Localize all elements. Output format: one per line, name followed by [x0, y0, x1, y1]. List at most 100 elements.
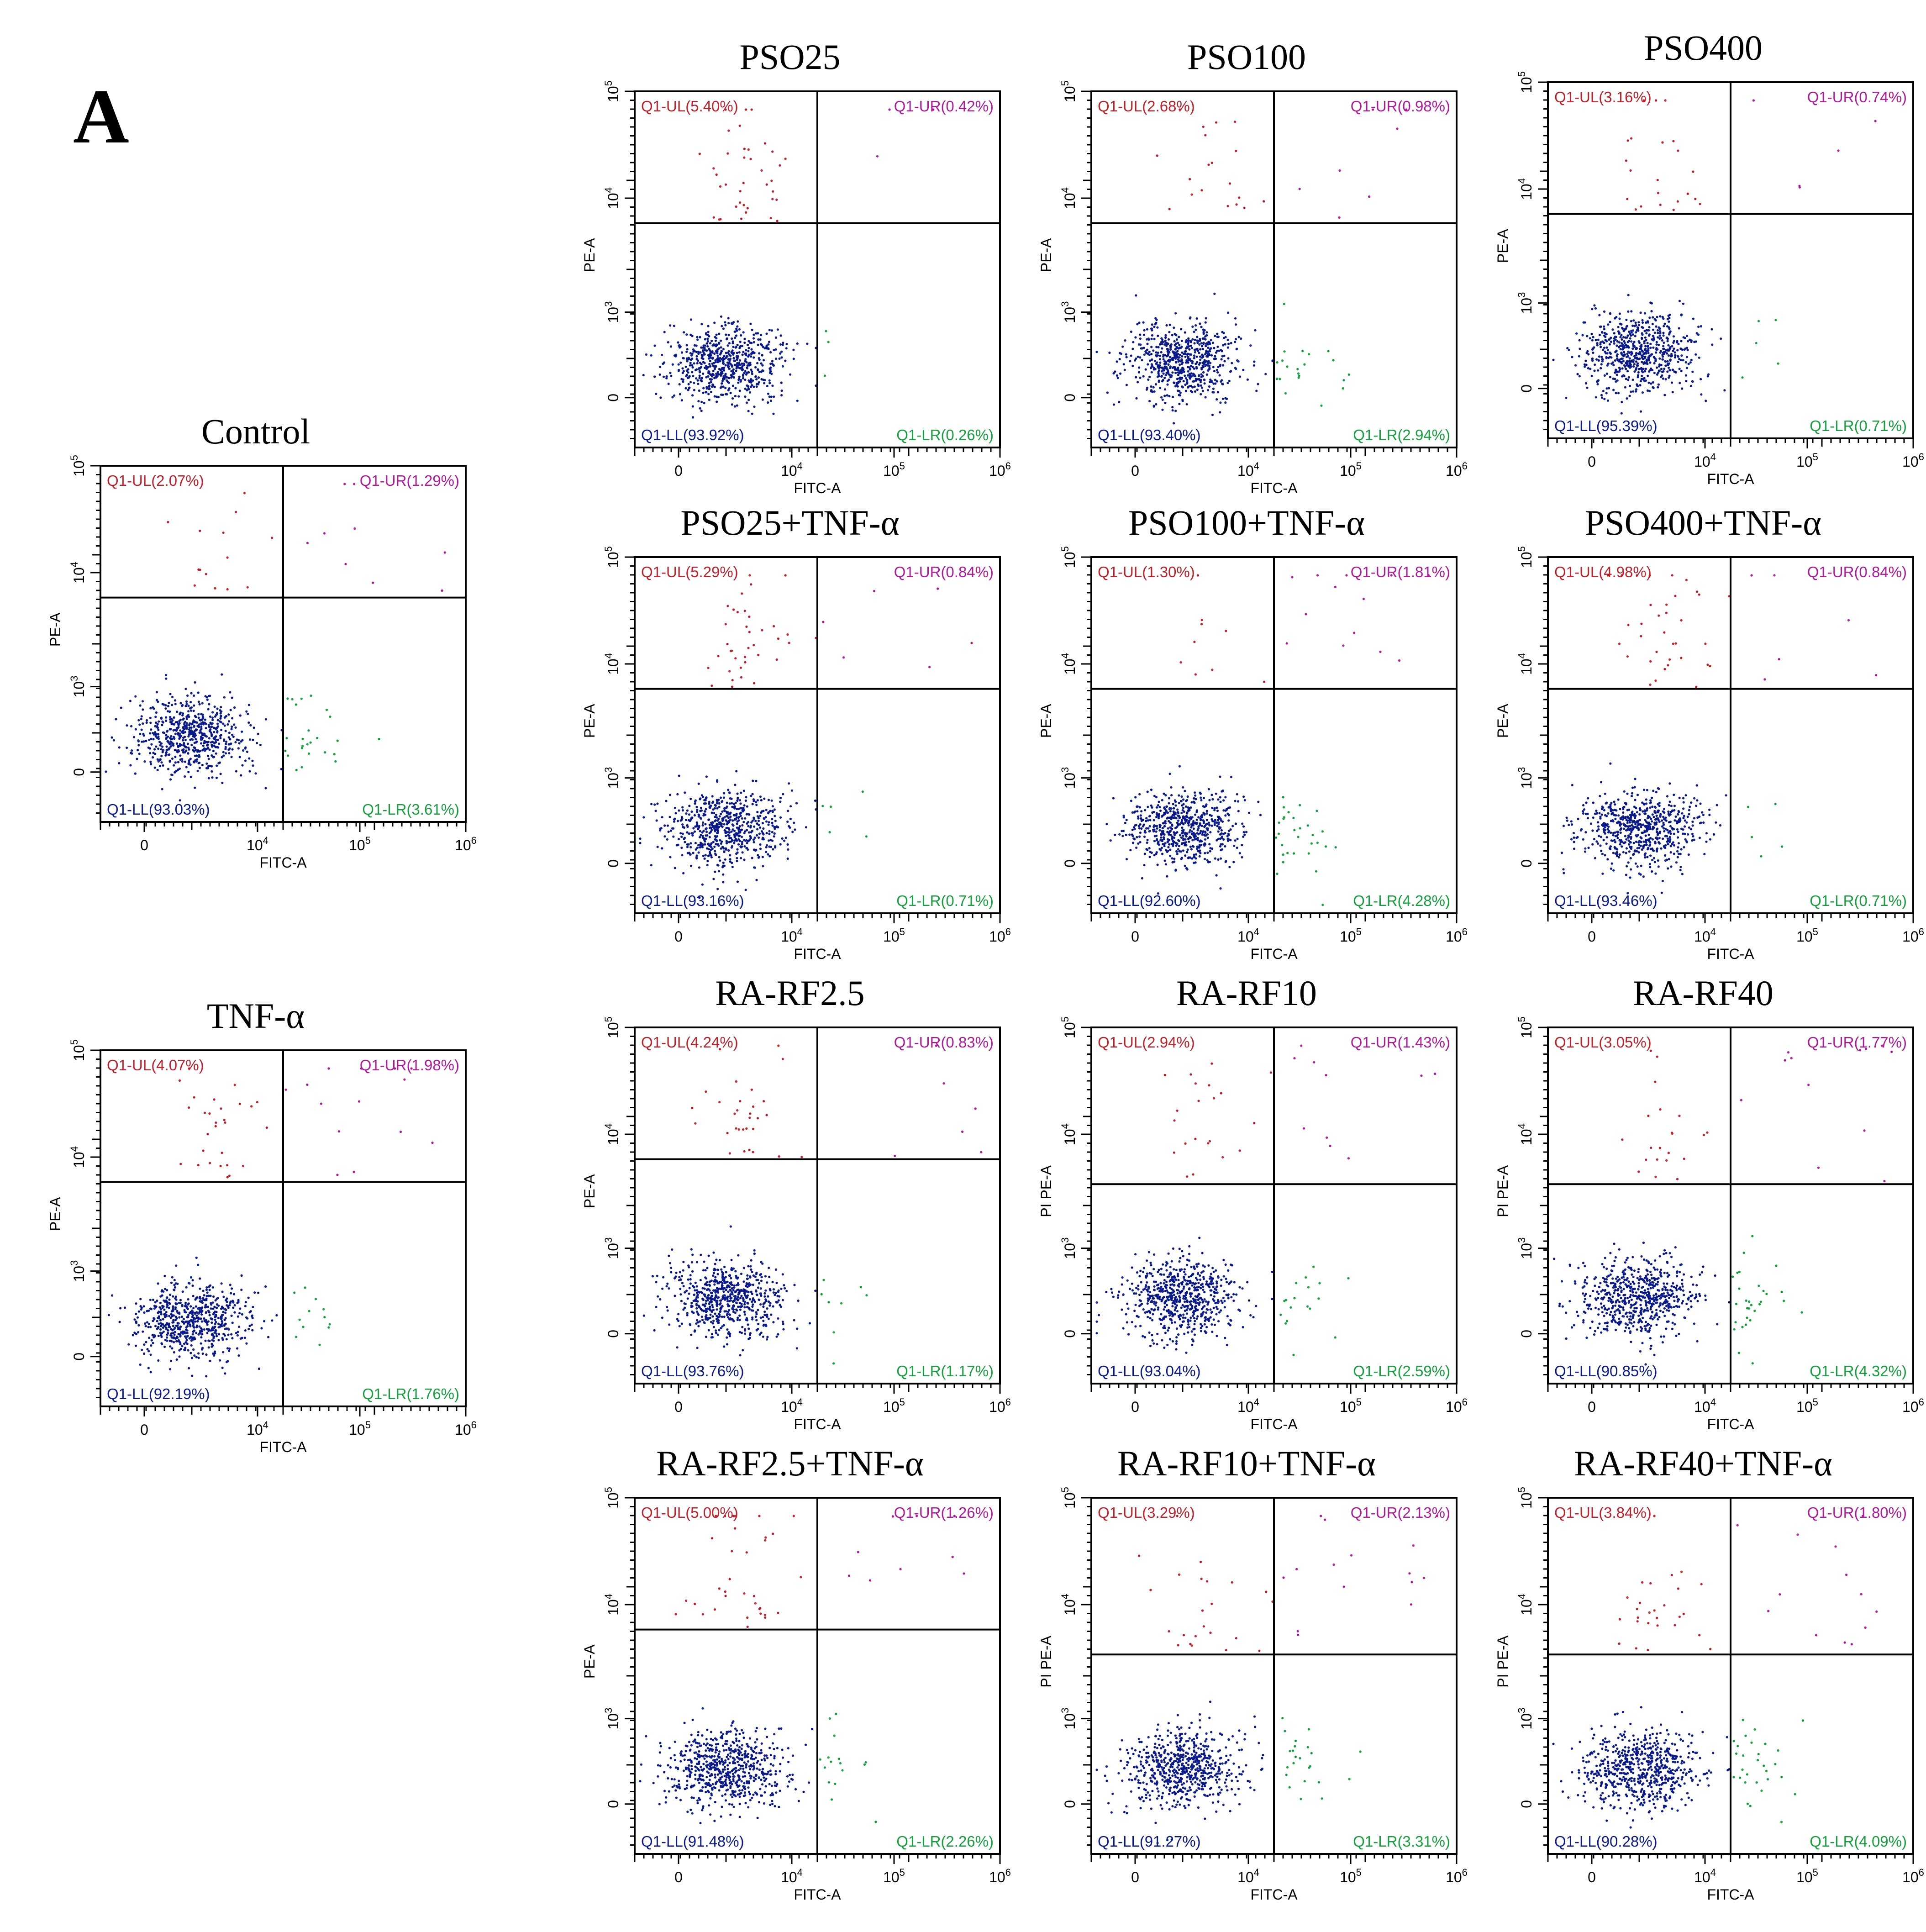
event-dot-ll — [1681, 348, 1684, 351]
event-dot-ll — [708, 851, 711, 853]
event-dot-ll — [688, 832, 690, 835]
event-dot-ll — [725, 848, 727, 851]
event-dot-ul — [1156, 154, 1158, 157]
event-dot-ul — [773, 625, 775, 627]
event-dot-ll — [247, 712, 249, 716]
event-dot-ll — [241, 1337, 243, 1339]
event-dot-ll — [744, 817, 747, 820]
event-dot-ll — [1150, 337, 1153, 340]
event-dot-ll — [741, 369, 744, 372]
event-dot-ll — [195, 1316, 198, 1319]
event-dot-ll — [1575, 332, 1578, 335]
event-dot-ll — [718, 347, 721, 350]
event-dot-ll — [172, 1332, 175, 1334]
event-dot-ll — [642, 374, 645, 377]
event-dot-ll — [705, 368, 708, 370]
event-dot-ll — [686, 809, 689, 812]
event-dot-ll — [774, 845, 777, 848]
event-dot-ll — [214, 1318, 216, 1321]
event-dot-ll — [1623, 340, 1626, 342]
event-dot-ll — [716, 802, 718, 805]
event-dot-ll — [1163, 388, 1167, 391]
event-dot-ll — [134, 728, 137, 731]
event-dot-ul — [776, 220, 779, 222]
event-dot-ll — [1619, 336, 1622, 339]
event-dot-ll — [752, 779, 754, 782]
event-dot-ll — [1200, 368, 1203, 371]
event-dot-ll — [1175, 383, 1178, 386]
event-dot-ll — [188, 726, 191, 729]
event-dot-ll — [1642, 378, 1644, 380]
y-tick-label: 104 — [1059, 187, 1078, 209]
event-dot-ll — [786, 843, 789, 846]
event-dot-ll — [184, 739, 187, 742]
event-dot-ll — [177, 745, 179, 748]
event-dot-ll — [1210, 794, 1213, 796]
event-dot-ll — [708, 800, 710, 803]
event-dot-ll — [161, 703, 164, 705]
event-dot-ur — [323, 532, 326, 535]
event-dot-ll — [149, 760, 152, 763]
event-dot-ll — [1634, 390, 1637, 393]
event-dot-ll — [1669, 355, 1672, 358]
event-dot-ll — [1655, 341, 1658, 343]
event-dot-ll — [695, 805, 698, 808]
event-dot-ll — [717, 360, 720, 363]
event-dot-ll — [1207, 350, 1210, 353]
event-dot-ll — [738, 362, 741, 364]
event-dot-ll — [1658, 326, 1660, 329]
event-dot-ll — [779, 843, 782, 846]
event-dot-ll — [1694, 353, 1697, 356]
event-dot-ul — [740, 676, 742, 679]
event-dot-ll — [1161, 398, 1164, 401]
event-dot-ll — [760, 830, 763, 833]
event-dot-ll — [747, 831, 751, 834]
event-dot-lr — [301, 745, 304, 748]
event-dot-ll — [1167, 369, 1169, 372]
event-dot-ll — [154, 1301, 157, 1304]
event-dot-ur — [1798, 184, 1801, 187]
event-dot-ll — [232, 1306, 235, 1309]
event-dot-ll — [1625, 318, 1628, 321]
event-dot-ll — [1667, 314, 1670, 317]
event-dot-ll — [737, 808, 740, 811]
event-dot-ll — [1700, 325, 1702, 328]
event-dot-ll — [762, 827, 765, 830]
y-tick-label: 104 — [68, 1146, 87, 1168]
event-dot-ll — [1684, 361, 1687, 364]
event-dot-ll — [153, 1318, 156, 1321]
event-dot-ll — [758, 836, 760, 839]
event-dot-ll — [1593, 369, 1596, 372]
event-dot-ll — [172, 729, 175, 732]
event-dot-ll — [705, 333, 708, 336]
event-dot-ll — [663, 361, 666, 364]
event-dot-ll — [1602, 348, 1605, 351]
event-dot-ll — [1112, 403, 1115, 406]
event-dot-ll — [1144, 350, 1147, 353]
event-dot-ll — [732, 352, 735, 354]
event-dot-ll — [702, 830, 705, 832]
event-dot-ll — [1660, 337, 1663, 340]
x-tick-label: 106 — [455, 835, 477, 853]
event-dot-ll — [1224, 397, 1227, 400]
event-dot-ll — [189, 1352, 192, 1354]
event-dot-ll — [1169, 344, 1172, 347]
event-dot-ll — [1162, 355, 1165, 358]
event-dot-ul — [743, 610, 746, 612]
event-dot-ll — [689, 358, 692, 361]
event-dot-ll — [689, 352, 692, 355]
event-dot-ll — [150, 763, 153, 765]
event-dot-ll — [164, 704, 167, 707]
event-dot-ll — [173, 1341, 175, 1343]
event-dot-ll — [240, 774, 242, 777]
event-dot-ll — [1210, 380, 1213, 383]
event-dot-ll — [149, 1307, 152, 1310]
event-dot-ll — [1235, 348, 1238, 351]
event-dot-ll — [203, 1317, 205, 1320]
event-dot-ll — [1705, 400, 1707, 402]
event-dot-ll — [744, 889, 747, 891]
event-dot-ll — [1618, 317, 1621, 320]
event-dot-ll — [1116, 377, 1119, 379]
event-dot-ll — [180, 1316, 183, 1318]
event-dot-ll — [205, 722, 207, 725]
